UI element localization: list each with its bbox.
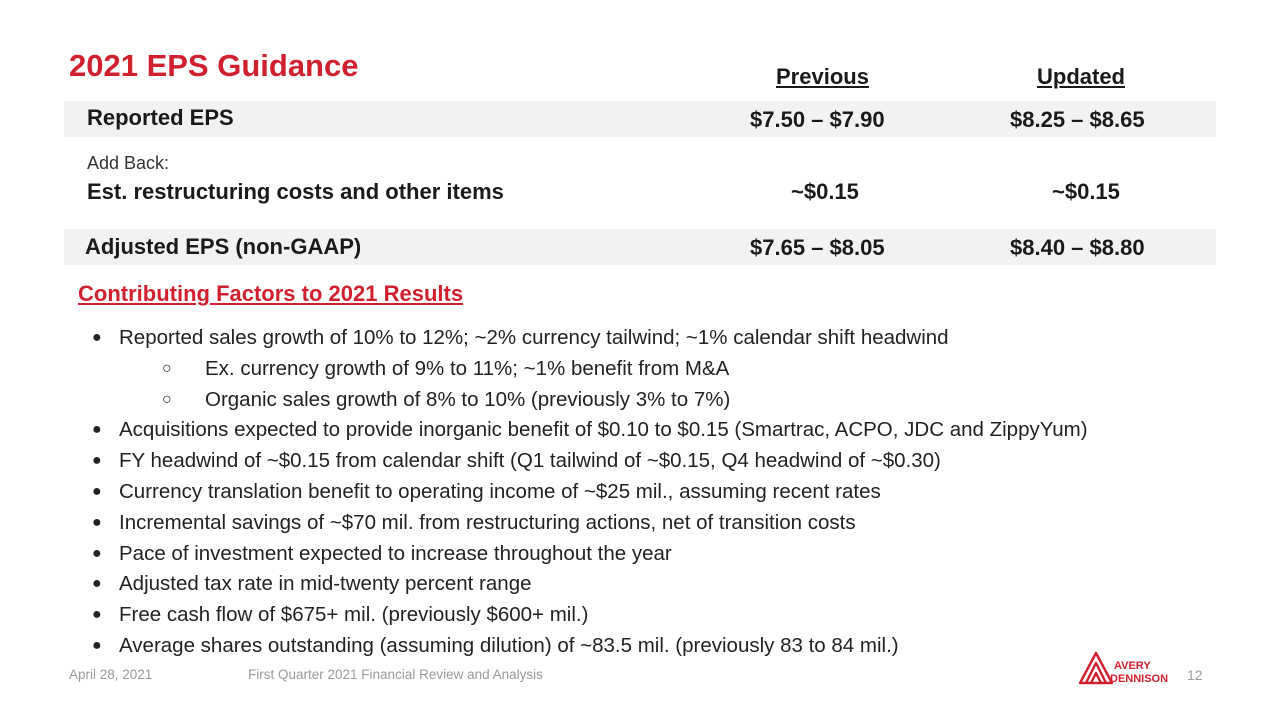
factor-text: FY headwind of ~$0.15 from calendar shif… (119, 449, 941, 473)
filled-circle-bullet-icon: ● (92, 452, 102, 470)
footer-doc-title: First Quarter 2021 Financial Review and … (248, 667, 543, 682)
adjusted-eps-label: Adjusted EPS (non-GAAP) (85, 234, 362, 259)
add-back-sublabel: Add Back: (87, 153, 170, 173)
restructuring-label: Est. restructuring costs and other items (87, 179, 504, 204)
factor-bullet-item: ● Reported sales growth of 10% to 12%; ~2… (0, 323, 1280, 354)
restructuring-updated: ~$0.15 (1052, 179, 1120, 204)
logo-mark-icon (1078, 651, 1114, 685)
factor-text: Reported sales growth of 10% to 12%; ~2%… (119, 326, 949, 349)
filled-circle-bullet-icon: ● (92, 329, 102, 346)
factor-bullet-item: ● Adjusted tax rate in mid-twenty percent… (0, 569, 1280, 600)
factor-bullet-item: ● Average shares outstanding (assuming di… (0, 631, 1280, 662)
factor-bullet-item: ● Free cash flow of $675+ mil. (previousl… (0, 600, 1280, 631)
row-band-reported (64, 101, 1216, 137)
factor-text: Acquisitions expected to provide inorgan… (119, 418, 1088, 442)
reported-eps-previous: $7.50 – $7.90 (750, 107, 885, 132)
col-header-previous: Previous (776, 64, 869, 89)
factor-text: Free cash flow of $675+ mil. (previously… (119, 603, 589, 627)
factor-bullet-item: ● Pace of investment expected to increase… (0, 539, 1280, 570)
filled-circle-bullet-icon: ● (92, 421, 102, 439)
adjusted-eps-previous: $7.65 – $8.05 (750, 235, 885, 260)
avery-dennison-logo: AVERY DENNISON (1078, 651, 1168, 685)
filled-circle-bullet-icon: ● (92, 606, 102, 624)
page-number: 12 (1187, 667, 1203, 683)
logo-text-dennison: DENNISON (1110, 673, 1168, 685)
page-title: 2021 EPS Guidance (69, 48, 359, 83)
filled-circle-bullet-icon: ● (92, 575, 102, 593)
factor-text: Average shares outstanding (assuming dil… (119, 633, 899, 657)
factor-text: Pace of investment expected to increase … (119, 541, 672, 565)
hollow-circle-bullet-icon: ○ (162, 359, 172, 377)
factor-text: Incremental savings of ~$70 mil. from re… (119, 510, 856, 534)
factors-list: ● Reported sales growth of 10% to 12%; ~2… (0, 323, 1280, 662)
restructuring-previous: ~$0.15 (791, 179, 859, 204)
reported-eps-updated: $8.25 – $8.65 (1010, 107, 1145, 132)
factor-sub-bullet-item: ○ Organic sales growth of 8% to 10% (prev… (0, 385, 1280, 416)
logo-text-avery: AVERY (1114, 660, 1151, 672)
factor-sub-bullet-item: ○ Ex. currency growth of 9% to 11%; ~1% b… (0, 354, 1280, 385)
filled-circle-bullet-icon: ● (92, 482, 102, 500)
factors-title: Contributing Factors to 2021 Results (78, 281, 464, 306)
reported-eps-label: Reported EPS (87, 105, 234, 130)
filled-circle-bullet-icon: ● (92, 513, 102, 531)
factor-text: Currency translation benefit to operatin… (119, 479, 881, 503)
factor-bullet-item: ● Incremental savings of ~$70 mil. from r… (0, 508, 1280, 539)
adjusted-eps-updated: $8.40 – $8.80 (1010, 235, 1145, 260)
factor-bullet-item: ● FY headwind of ~$0.15 from calendar shi… (0, 446, 1280, 477)
factor-text: Organic sales growth of 8% to 10% (previ… (205, 387, 731, 411)
filled-circle-bullet-icon: ● (92, 636, 102, 654)
factor-text: Ex. currency growth of 9% to 11%; ~1% be… (205, 356, 730, 380)
footer-date: April 28, 2021 (69, 667, 153, 682)
col-header-updated: Updated (1037, 64, 1125, 89)
factor-text: Adjusted tax rate in mid-twenty percent … (119, 572, 532, 596)
filled-circle-bullet-icon: ● (92, 544, 102, 562)
hollow-circle-bullet-icon: ○ (162, 390, 172, 408)
factor-bullet-item: ● Currency translation benefit to operati… (0, 477, 1280, 508)
row-band-adjusted (64, 229, 1216, 265)
factor-bullet-item: ● Acquisitions expected to provide inorga… (0, 415, 1280, 446)
